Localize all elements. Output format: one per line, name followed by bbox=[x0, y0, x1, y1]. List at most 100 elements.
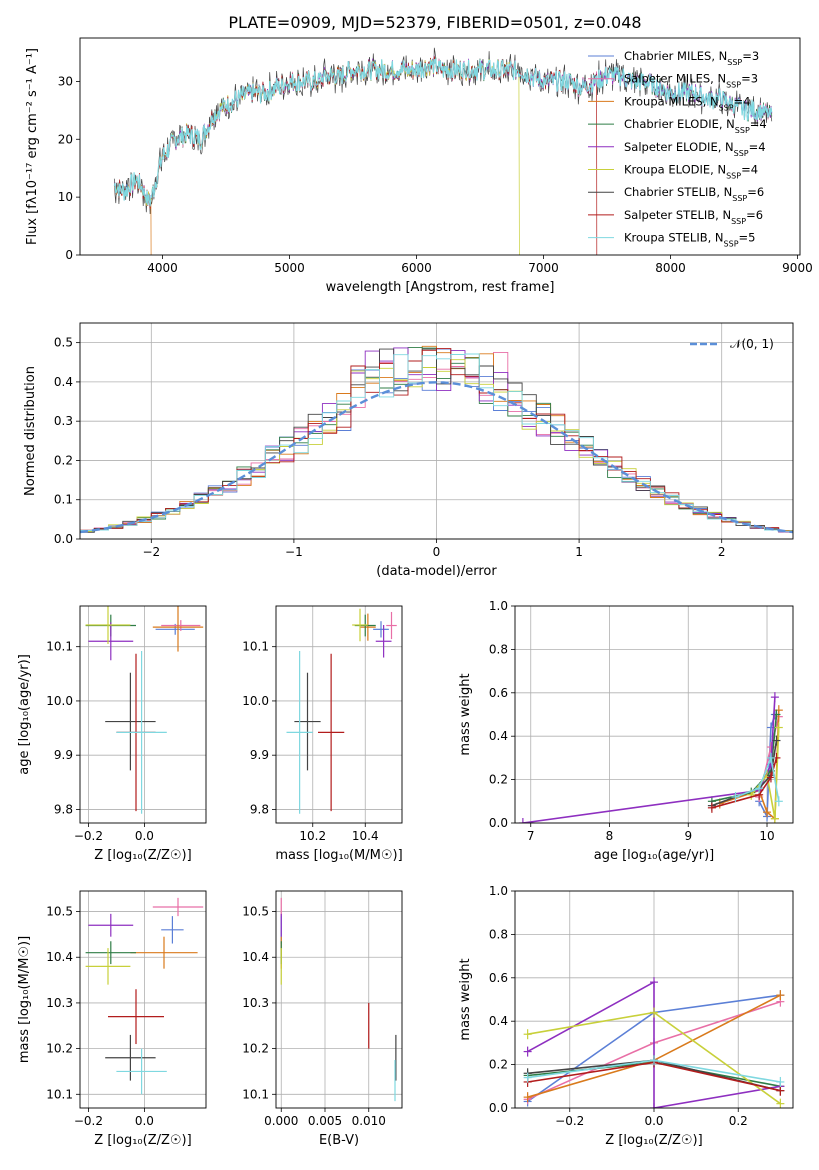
y-tick-label: 9.8 bbox=[54, 802, 73, 816]
x-axis-label: mass [log₁₀(M/M☉)] bbox=[275, 848, 402, 863]
y-axis-label: Normed distribution bbox=[23, 366, 38, 496]
x-tick-label: 8000 bbox=[655, 261, 686, 275]
y-tick-label: 10 bbox=[58, 190, 73, 204]
x-axis-label: wavelength [Angstrom, rest frame] bbox=[326, 280, 555, 295]
y-tick-label: 0.2 bbox=[489, 773, 508, 787]
panel-mass_weight_vs_Z: −0.2 0.0 0.2 0.0 0.2 0.4 0.6 0.8 1.0 Z [log₁₀(Z/Z… bbox=[458, 884, 794, 1148]
y-tick-label: 0.4 bbox=[489, 729, 508, 743]
spectrum-legend: Chabrier MILES, NSSP=3 Salpeter MILES, NS… bbox=[588, 49, 767, 248]
y-tick-label: 1.0 bbox=[489, 884, 508, 898]
x-tick-label: 0.0 bbox=[644, 1114, 663, 1128]
line-series-kroupa_stelib bbox=[735, 754, 780, 802]
y-tick-label: 10.4 bbox=[242, 950, 269, 964]
y-tick-label: 0.2 bbox=[489, 1058, 508, 1072]
spectrum-series-kroupa_elodie bbox=[114, 57, 520, 255]
legend-entry: 𝒩(0, 1) bbox=[730, 337, 774, 351]
x-tick-label: 9 bbox=[684, 829, 692, 843]
histogram-series-salpeter_stelib bbox=[80, 348, 793, 532]
x-tick-label: 4000 bbox=[147, 261, 178, 275]
legend-entry: Kroupa MILES, NSSP=4 bbox=[624, 94, 750, 112]
y-axis-label: mass weight bbox=[458, 673, 473, 755]
panels: 4000 5000 6000 7000 8000 90000102030wavelengt… bbox=[17, 37, 813, 1148]
x-tick-label: 0.010 bbox=[352, 1114, 386, 1128]
y-tick-label: 10.2 bbox=[46, 1042, 73, 1056]
panel-age_vs_Z: −0.2 0.0 9.8 9.9 10.0 10.1 Z [log₁₀(Z/Z☉)] age … bbox=[17, 605, 207, 863]
y-axis-label: Flux [fλ10⁻¹⁷ erg cm⁻² s⁻¹ A⁻¹] bbox=[25, 48, 40, 245]
x-tick-label: 5000 bbox=[274, 261, 305, 275]
y-tick-label: 0.0 bbox=[54, 532, 73, 546]
y-axis-label: age [log₁₀(age/yr)] bbox=[17, 654, 32, 775]
x-axis-label: Z [log₁₀(Z/Z☉)] bbox=[605, 1133, 702, 1148]
y-tick-label: 1.0 bbox=[489, 599, 508, 613]
panel-mass_weight_vs_age: 7 8 9 10 0.0 0.2 0.4 0.6 0.8 1.0 age [log₁₀(age/yr… bbox=[458, 599, 794, 863]
x-tick-label: −2 bbox=[142, 545, 160, 559]
x-tick-label: 0 bbox=[433, 545, 441, 559]
y-tick-label: 10.1 bbox=[242, 640, 269, 654]
y-tick-label: 0.8 bbox=[489, 642, 508, 656]
plot-area bbox=[523, 977, 785, 1108]
x-axis-label: (data-model)/error bbox=[376, 564, 497, 579]
y-tick-label: 0.8 bbox=[489, 927, 508, 941]
y-tick-label: 0.0 bbox=[489, 816, 508, 830]
y-tick-label: 30 bbox=[58, 74, 73, 88]
axes-frame bbox=[514, 605, 794, 824]
y-tick-label: 0.1 bbox=[54, 493, 73, 507]
axes-frame bbox=[275, 605, 403, 824]
x-axis-label: Z [log₁₀(Z/Z☉)] bbox=[94, 1133, 191, 1148]
plot-area bbox=[80, 345, 793, 534]
x-tick-label: 6000 bbox=[401, 261, 432, 275]
y-tick-label: 10.1 bbox=[46, 640, 73, 654]
y-tick-label: 9.9 bbox=[250, 748, 269, 762]
y-tick-label: 10.5 bbox=[242, 905, 269, 919]
x-tick-label: 8 bbox=[606, 829, 614, 843]
plot-area bbox=[113, 47, 773, 255]
panel-spectrum: 4000 5000 6000 7000 8000 9000 0 10 20 30 wavelengt… bbox=[25, 37, 813, 295]
y-tick-label: 10.3 bbox=[46, 996, 73, 1010]
plot-area bbox=[286, 608, 397, 814]
legend-entry: Salpeter MILES, NSSP=3 bbox=[624, 72, 758, 90]
normal-curve bbox=[80, 381, 793, 534]
axes-frame bbox=[514, 890, 794, 1109]
x-axis-label: E(B-V) bbox=[319, 1133, 359, 1148]
y-tick-label: 0.6 bbox=[489, 971, 508, 985]
y-tick-label: 9.8 bbox=[250, 802, 269, 816]
x-tick-label: 7 bbox=[527, 829, 535, 843]
plot-area bbox=[85, 606, 204, 814]
x-tick-label: 1 bbox=[575, 545, 583, 559]
axes-frame bbox=[79, 322, 794, 540]
x-tick-label: −0.2 bbox=[74, 1114, 103, 1128]
x-axis-label: age [log₁₀(age/yr)] bbox=[594, 848, 715, 863]
y-tick-label: 0.5 bbox=[54, 336, 73, 350]
x-tick-label: 0.000 bbox=[264, 1114, 298, 1128]
y-tick-label: 9.9 bbox=[54, 748, 73, 762]
y-tick-label: 10.3 bbox=[242, 996, 269, 1010]
y-tick-label: 10.2 bbox=[242, 1042, 269, 1056]
x-tick-label: 10.2 bbox=[299, 829, 326, 843]
x-tick-label: 9000 bbox=[782, 261, 813, 275]
spectrum-series-salpeter_stelib bbox=[114, 56, 598, 255]
y-tick-label: 0.0 bbox=[489, 1101, 508, 1115]
axes-frame bbox=[275, 890, 403, 1109]
x-tick-label: 0.2 bbox=[729, 1114, 748, 1128]
x-tick-label: 0.005 bbox=[308, 1114, 342, 1128]
y-axis-label: mass [log₁₀(M/M☉)] bbox=[17, 936, 32, 1063]
plot-area bbox=[85, 897, 204, 1095]
spectrum-series-kroupa_stelib bbox=[113, 58, 773, 207]
legend-entry: Chabrier MILES, NSSP=3 bbox=[624, 49, 759, 67]
y-tick-label: 10.0 bbox=[242, 694, 269, 708]
panel-residual_histogram: −2 −1 0 1 2 0.0 0.1 0.2 0.3 0.4 0.5 (data-model)/er… bbox=[23, 322, 794, 579]
x-tick-label: 0.0 bbox=[135, 1114, 154, 1128]
y-tick-label: 10.0 bbox=[46, 694, 73, 708]
y-tick-label: 0.4 bbox=[54, 375, 73, 389]
x-tick-label: 2 bbox=[718, 545, 726, 559]
legend-entry: Salpeter STELIB, NSSP=6 bbox=[624, 208, 763, 226]
axes-frame bbox=[79, 890, 207, 1109]
y-tick-label: 0.6 bbox=[489, 686, 508, 700]
histogram-series-kroupa_stelib bbox=[80, 353, 793, 532]
legend-entry: Chabrier STELIB, NSSP=6 bbox=[624, 185, 764, 203]
x-tick-label: −1 bbox=[285, 545, 303, 559]
y-tick-label: 20 bbox=[58, 132, 73, 146]
legend-entry: Salpeter ELODIE, NSSP=4 bbox=[624, 140, 766, 158]
y-tick-label: 10.4 bbox=[46, 950, 73, 964]
plot-area bbox=[280, 897, 397, 1102]
